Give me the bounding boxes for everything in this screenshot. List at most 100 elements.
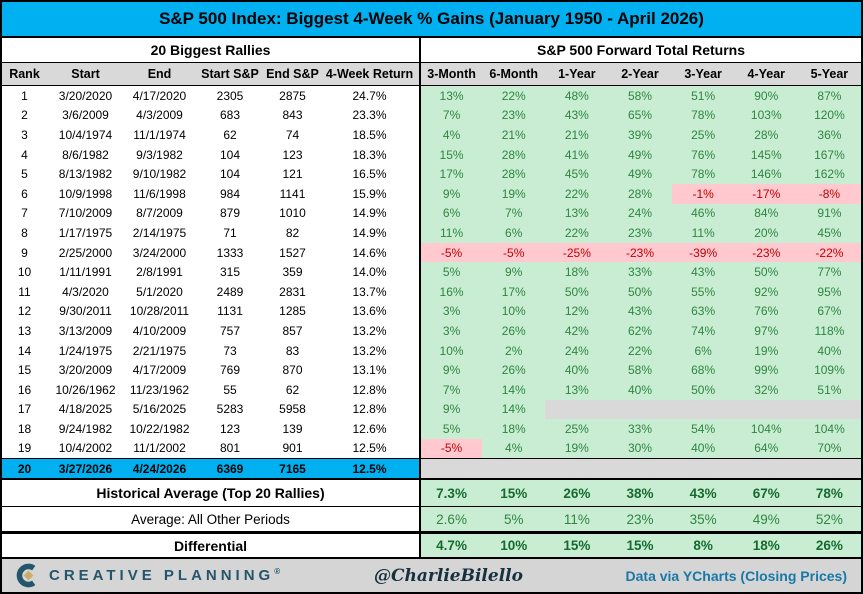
four-week-return-cell: 16.5% [352,167,387,182]
summary-value-cell: 23% [608,507,672,531]
four-week-return-cell: 12.8% [352,382,387,397]
column-header: 4-Year [747,67,786,81]
forward-return-cell: 50% [545,281,609,302]
summary-value-cell: 35% [671,507,735,531]
table-row: 12 9/30/2011 10/28/2011 1131 1285 13.6% 3% 10% 1… [2,301,861,322]
end-date-cell: 11/6/1998 [133,186,186,201]
summary-label: Historical Average (Top 20 Rallies) [96,485,325,501]
forward-return-cell: 23% [482,105,546,126]
start-date-cell: 3/20/2020 [58,88,113,103]
summary-value-cell: 38% [608,480,672,506]
forward-return-cell: 14% [482,379,546,400]
start-date-cell: 10/26/1962 [55,382,116,397]
section-title-rallies: 20 Biggest Rallies [150,42,271,58]
forward-return-cell: 36% [797,125,861,145]
start-date-cell: 1/11/1991 [59,265,112,280]
forward-return-cell: -5% [419,242,483,263]
forward-return-cell: 3% [419,301,483,322]
rank-cell: 5 [21,167,28,182]
rank-cell: 20 [2,459,47,478]
rank-cell: 2 [21,108,28,123]
forward-return-cell: 17% [482,281,546,302]
forward-return-cell: 76% [671,144,735,165]
forward-return-cell: 10% [419,340,483,361]
section-header-row: 20 Biggest Rallies S&P 500 Forward Total… [2,38,861,63]
forward-return-cell [608,459,672,478]
forward-return-cell: 18% [482,419,546,439]
end-sp-cell: 82 [285,225,300,240]
end-date-cell: 4/3/2009 [136,108,183,123]
rank-cell: 4 [21,147,28,162]
table-row: 4 8/6/1982 9/3/1982 104 123 18.3% 15% 28% 41% 49%… [2,144,861,165]
four-week-return-cell: 18.3% [352,147,387,162]
forward-return-cell: 87% [797,86,861,106]
start-sp-cell: 801 [219,441,241,456]
start-sp-cell: 55 [223,382,237,397]
end-sp-cell: 5958 [279,402,306,417]
end-date-cell: 4/17/2020 [132,88,187,103]
table-row: 19 10/4/2002 11/1/2002 801 901 12.5% -5% 4% 19% 3… [2,438,861,459]
start-sp-cell: 71 [223,225,237,240]
forward-return-cell: 162% [797,164,861,184]
four-week-return-cell: 12.6% [352,421,387,436]
brand-name: CREATIVE PLANNING® [49,567,281,584]
end-date-cell: 4/24/2026 [124,459,195,478]
forward-return-cell: 24% [608,203,672,224]
start-date-cell: 10/4/2002 [58,441,113,456]
forward-return-cell: 4% [419,125,483,145]
forward-return-cell: 43% [671,262,735,282]
forward-return-cell: 39% [608,125,672,145]
summary-value-cell: 8% [671,534,735,557]
forward-return-cell: 91% [797,203,861,224]
forward-return-cell: 19% [734,340,798,361]
start-date-cell: 4/3/2020 [62,284,109,299]
forward-return-cell: 54% [671,419,735,439]
summary-value-cell: 26% [797,534,861,557]
four-week-return-cell: 23.3% [352,108,387,123]
end-date-cell: 9/10/1982 [132,167,187,182]
forward-return-cell: 19% [482,183,546,204]
rank-cell: 17 [17,402,32,417]
table-row: 5 8/13/1982 9/10/1982 104 121 16.5% 17% 28% 45% 4… [2,164,861,184]
forward-return-cell: 22% [545,183,609,204]
forward-return-cell: 26% [482,360,546,380]
start-date-cell: 2/25/2000 [58,245,113,260]
end-sp-cell: 1285 [279,304,306,319]
summary-value-cell: 26% [545,480,609,506]
start-sp-cell: 104 [219,147,241,162]
table-row: 9 2/25/2000 3/24/2000 1333 1527 14.6% -5% -5% -2… [2,242,861,263]
forward-return-cell: 13% [545,379,609,400]
forward-return-cell: 28% [608,183,672,204]
end-sp-cell: 2875 [279,88,306,103]
rank-cell: 19 [17,441,32,456]
summary-value-cell: 10% [482,534,546,557]
forward-return-cell: 104% [734,419,798,439]
forward-return-cell: 58% [608,86,672,106]
summary-value-cell: 67% [734,480,798,506]
forward-return-cell: 5% [419,419,483,439]
forward-return-cell: 24% [545,340,609,361]
rank-cell: 3 [21,127,28,142]
summary-row: Historical Average (Top 20 Rallies) 7.3% 1… [2,478,861,506]
table-row: 14 1/24/1975 2/21/1975 73 83 13.2% 10% 2% 24% 22%… [2,340,861,361]
table-row: 13 3/13/2009 4/10/2009 757 857 13.2% 3% 26% 42% 6… [2,321,861,341]
rank-cell: 13 [17,323,32,338]
end-sp-cell: 62 [285,382,300,397]
forward-return-cell: 120% [797,105,861,126]
forward-return-cell: 9% [419,360,483,380]
forward-return-cell: 9% [419,183,483,204]
forward-return-cell: 5% [419,262,483,282]
trademark-symbol: ® [274,567,281,576]
table-row: 15 3/20/2009 4/17/2009 769 870 13.1% 9% 26% 40% 5… [2,360,861,380]
forward-return-cell: 6% [671,340,735,361]
forward-return-cell: 95% [797,281,861,302]
end-date-cell: 4/10/2009 [132,323,187,338]
page-title: S&P 500 Index: Biggest 4-Week % Gains (J… [2,2,861,38]
forward-return-cell: 23% [608,223,672,243]
rank-cell: 6 [21,186,28,201]
forward-return-cell [671,399,735,420]
summary-value-cell: 43% [671,480,735,506]
forward-return-cell: 84% [734,203,798,224]
forward-return-cell: 30% [608,438,672,459]
end-sp-cell: 1141 [279,186,306,201]
